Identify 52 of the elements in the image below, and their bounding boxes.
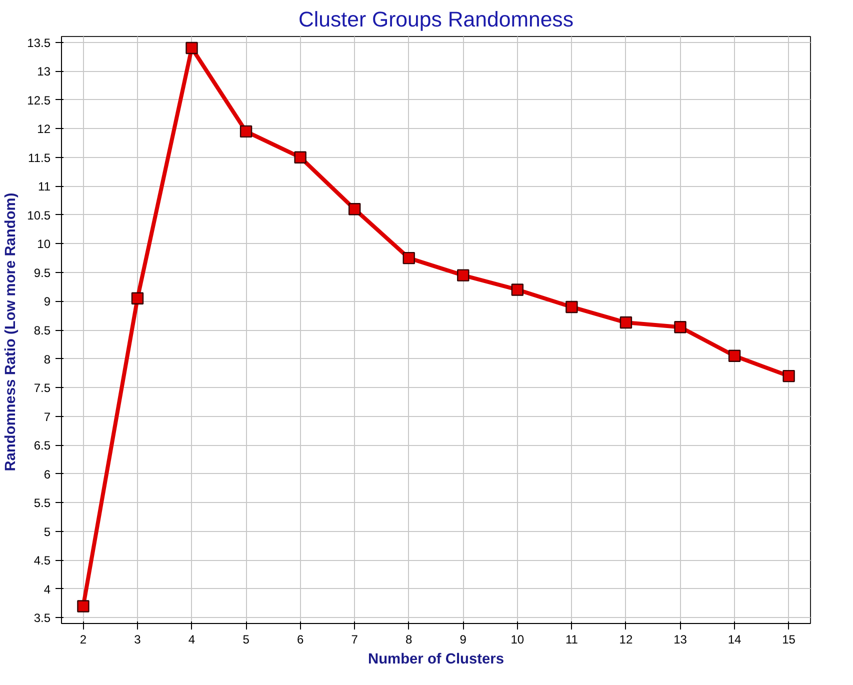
x-tick-label: 8 <box>406 632 413 646</box>
x-tick-label: 9 <box>460 632 467 646</box>
x-tick-label: 13 <box>674 632 688 646</box>
y-tick-label: 11.5 <box>28 150 51 165</box>
y-tick-label: 7.5 <box>34 381 51 396</box>
y-tick-label: 6.5 <box>34 438 51 453</box>
x-tick-label: 14 <box>728 632 742 646</box>
point <box>566 300 578 314</box>
point <box>240 125 252 138</box>
x-tick-label: 4 <box>188 632 196 646</box>
y-tick-label: 10 <box>37 237 51 252</box>
y-tick-label: 3.5 <box>34 611 51 626</box>
point <box>457 269 470 282</box>
point <box>511 284 524 296</box>
x-tick-label: 5 <box>242 632 250 646</box>
y-tick-label: 5.5 <box>34 496 51 510</box>
point <box>674 321 686 334</box>
point <box>402 252 415 264</box>
chart-title: Cluster Groups Randomness <box>298 8 574 32</box>
y-tick-label: 5 <box>44 524 51 539</box>
x-tick-label: 3 <box>134 632 142 646</box>
y-tick-label: 13 <box>37 64 51 79</box>
y-tick-label: 8.5 <box>34 324 51 338</box>
x-tick-label: 15 <box>782 632 796 646</box>
point <box>294 151 306 164</box>
x-tick-label: 6 <box>296 632 304 646</box>
x-tick-label: 11 <box>565 632 578 646</box>
x-tick-label: 2 <box>80 632 87 646</box>
point <box>186 42 198 54</box>
point <box>620 316 632 329</box>
y-tick-label: 7 <box>44 410 51 424</box>
y-tick-label: 13.5 <box>27 36 51 50</box>
y-tick-label: 9 <box>44 294 51 309</box>
point <box>131 292 144 304</box>
y-tick-label: 4 <box>44 582 51 596</box>
x-tick-label: 7 <box>351 632 358 646</box>
point <box>348 203 361 216</box>
y-tick-label: 10.5 <box>27 208 51 222</box>
x-tick-label: 12 <box>619 632 633 646</box>
y-tick-label: 9.5 <box>34 266 51 280</box>
y-tick-label: 12 <box>37 122 51 136</box>
x-tick-label: 10 <box>510 632 524 646</box>
point <box>782 370 795 382</box>
x-axis-title: Number of Clusters <box>368 652 504 668</box>
point <box>77 600 90 612</box>
y-axis-title: Randomness Ratio (Low more Random) <box>3 192 20 472</box>
point <box>728 350 741 362</box>
y-tick-label: 4.5 <box>34 554 51 568</box>
y-tick-label: 11 <box>38 180 51 194</box>
y-tick-label: 6 <box>44 467 51 482</box>
y-tick-label: 12.5 <box>27 93 51 108</box>
y-tick-label: 8 <box>44 352 51 366</box>
